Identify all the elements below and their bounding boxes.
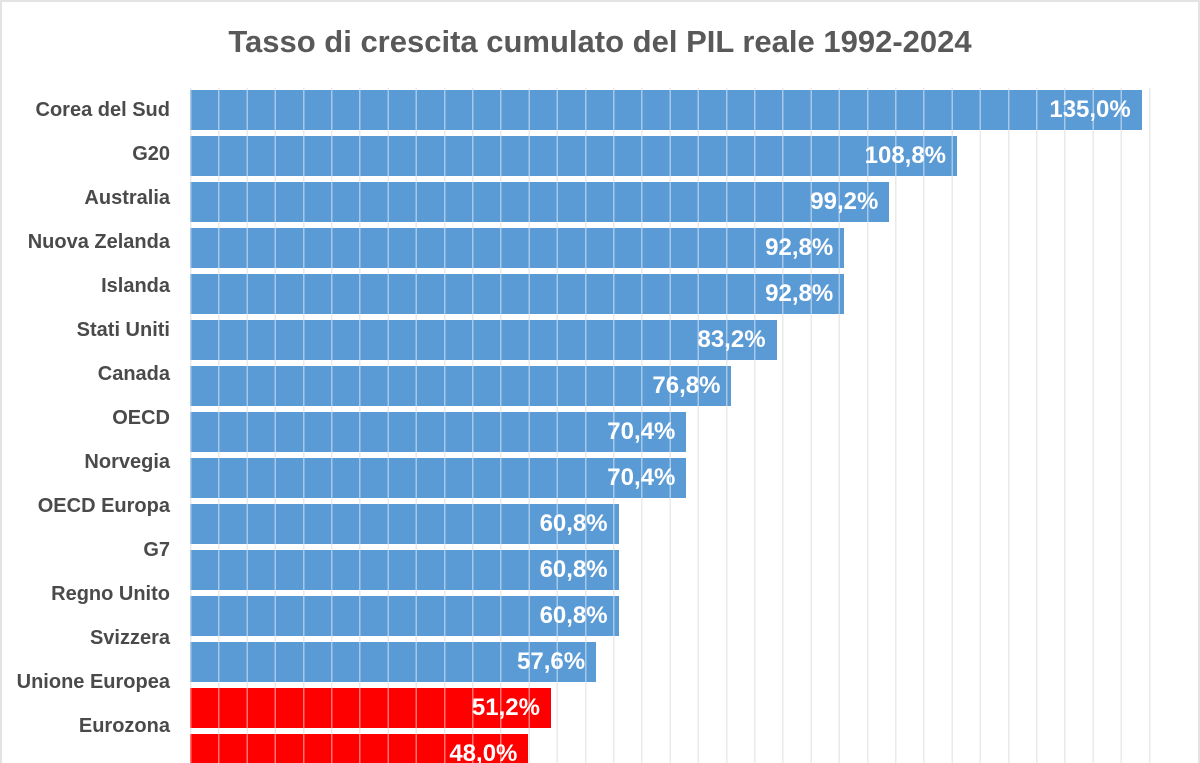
bar-row: 135,0%: [190, 90, 1177, 134]
category-label: Norvegia: [84, 451, 170, 473]
bar: 60,8%: [190, 596, 619, 636]
bar: 48,0%: [190, 734, 529, 763]
chart-title: Tasso di crescita cumulato del PIL reale…: [228, 24, 972, 59]
value-label: 108,8%: [864, 142, 947, 169]
bar-row: 57,6%: [190, 642, 1177, 686]
bar-row: 60,8%: [190, 550, 1177, 594]
bar: 70,4%: [190, 412, 687, 452]
bar-series: 135,0% 108,8% 99,2% 92,8% 92,8% 83,2% 76,8% 70,…: [190, 88, 1177, 763]
category-label: Canada: [97, 363, 170, 385]
bar-row: 76,8%: [190, 366, 1177, 410]
bar: 70,4%: [190, 458, 687, 498]
bar-row: 48,0%: [190, 734, 1177, 763]
value-label: 51,2%: [471, 694, 540, 721]
bar-row: 60,8%: [190, 504, 1177, 548]
bar: 92,8%: [190, 274, 845, 314]
bar-row: 99,2%: [190, 182, 1177, 226]
bar-row: 108,8%: [190, 136, 1177, 180]
value-label: 60,8%: [539, 602, 608, 629]
category-label: OECD Europa: [37, 495, 170, 517]
value-label: 135,0%: [1049, 96, 1131, 123]
category-label: Islanda: [101, 275, 170, 297]
bar-row: 92,8%: [190, 274, 1177, 318]
value-label: 83,2%: [697, 326, 766, 353]
bar: 108,8%: [190, 136, 958, 176]
category-label: Eurozona: [78, 715, 170, 737]
value-label: 48,0%: [449, 740, 518, 763]
value-label: 70,4%: [607, 418, 676, 445]
bar: 92,8%: [190, 228, 845, 268]
category-label: Unione Europea: [16, 671, 170, 693]
category-label: G20: [132, 143, 170, 165]
bar: 83,2%: [190, 320, 777, 360]
plot-area: 135,0% 108,8% 99,2% 92,8% 92,8% 83,2% 76,8% 70,…: [190, 88, 1177, 763]
bar-row: 70,4%: [190, 412, 1177, 456]
category-label: Nuova Zelanda: [27, 231, 170, 253]
category-label: Stati Uniti: [76, 319, 170, 341]
category-label: Corea del Sud: [35, 99, 170, 121]
bar: 76,8%: [190, 366, 732, 406]
bar: 60,8%: [190, 550, 619, 590]
bar: 135,0%: [190, 90, 1142, 130]
value-label: 60,8%: [539, 556, 608, 583]
bar-row: 70,4%: [190, 458, 1177, 502]
bar: 99,2%: [190, 182, 890, 222]
bar-row: 51,2%: [190, 688, 1177, 732]
bar-row: 92,8%: [190, 228, 1177, 272]
bar: 57,6%: [190, 642, 597, 682]
value-label: 76,8%: [652, 372, 721, 399]
value-label: 60,8%: [539, 510, 608, 537]
value-label: 99,2%: [810, 188, 879, 215]
bar-row: 83,2%: [190, 320, 1177, 364]
category-label: Regno Unito: [51, 583, 170, 605]
bar: 60,8%: [190, 504, 619, 544]
category-label: OECD: [112, 407, 170, 429]
value-label: 92,8%: [765, 280, 834, 307]
category-label: G7: [143, 539, 170, 561]
category-axis: Corea del Sud G20 Australia Nuova Zelanda Is…: [2, 88, 190, 748]
value-label: 92,8%: [765, 234, 834, 261]
bar: 51,2%: [190, 688, 551, 728]
category-label: Svizzera: [89, 627, 170, 649]
value-label: 57,6%: [517, 648, 586, 675]
bar-row: 60,8%: [190, 596, 1177, 640]
value-label: 70,4%: [607, 464, 676, 491]
category-label: Australia: [84, 187, 170, 209]
